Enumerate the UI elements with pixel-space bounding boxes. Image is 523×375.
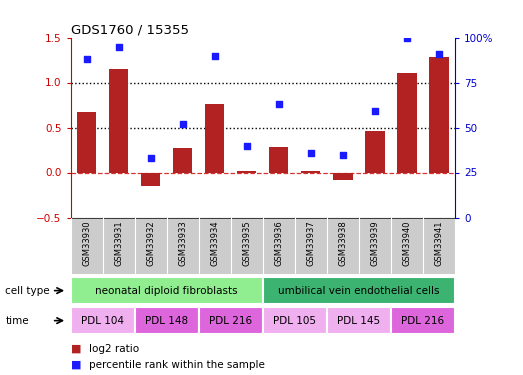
Text: PDL 104: PDL 104 (81, 316, 124, 326)
Text: PDL 105: PDL 105 (274, 316, 316, 326)
Text: GSM33933: GSM33933 (178, 220, 187, 266)
Text: GSM33940: GSM33940 (403, 220, 412, 266)
Text: umbilical vein endothelial cells: umbilical vein endothelial cells (278, 286, 440, 296)
Text: neonatal diploid fibroblasts: neonatal diploid fibroblasts (95, 286, 238, 296)
Text: GSM33931: GSM33931 (114, 220, 123, 266)
Point (178, 121, 187, 127)
Bar (71, 307, 135, 334)
Text: GSM33938: GSM33938 (338, 220, 347, 266)
Text: GSM33934: GSM33934 (210, 220, 219, 266)
Point (83, 56, 91, 62)
Text: PDL 148: PDL 148 (145, 316, 188, 326)
Text: GSM33936: GSM33936 (275, 220, 283, 266)
Bar (141, 172, 160, 186)
Bar (109, 69, 128, 172)
Bar (199, 307, 263, 334)
Bar (71, 277, 263, 304)
Text: log2 ratio: log2 ratio (89, 344, 139, 354)
Text: GDS1760 / 15355: GDS1760 / 15355 (71, 23, 189, 36)
Bar (269, 147, 288, 172)
Bar (327, 307, 391, 334)
Bar (263, 307, 327, 334)
Text: PDL 216: PDL 216 (209, 316, 252, 326)
Point (146, 155, 155, 161)
Text: GSM33941: GSM33941 (435, 220, 444, 266)
Point (275, 101, 283, 107)
Point (403, 34, 411, 40)
Point (306, 150, 315, 156)
Text: ■: ■ (71, 344, 81, 354)
Text: cell type: cell type (5, 286, 50, 296)
Bar (391, 307, 455, 334)
Point (371, 108, 379, 114)
Point (115, 44, 123, 50)
Text: GSM33937: GSM33937 (306, 220, 315, 266)
Bar (173, 148, 192, 172)
Text: GSM33932: GSM33932 (146, 220, 155, 266)
Text: ■: ■ (71, 360, 81, 369)
Point (243, 142, 251, 148)
Bar (135, 307, 199, 334)
Point (339, 152, 347, 157)
Bar (263, 277, 455, 304)
Text: GSM33930: GSM33930 (82, 220, 91, 266)
Point (435, 51, 443, 57)
Text: GSM33939: GSM33939 (370, 220, 379, 266)
Text: PDL 216: PDL 216 (402, 316, 445, 326)
Bar (237, 171, 256, 172)
Bar (365, 131, 384, 172)
Bar (205, 104, 224, 172)
Text: time: time (5, 316, 29, 326)
Bar (429, 57, 449, 172)
Text: GSM33935: GSM33935 (242, 220, 251, 266)
Bar (77, 112, 96, 172)
Text: PDL 145: PDL 145 (337, 316, 380, 326)
Point (211, 53, 219, 58)
Bar (397, 74, 416, 172)
Bar (333, 172, 353, 180)
Text: percentile rank within the sample: percentile rank within the sample (89, 360, 265, 369)
Bar (301, 171, 321, 172)
